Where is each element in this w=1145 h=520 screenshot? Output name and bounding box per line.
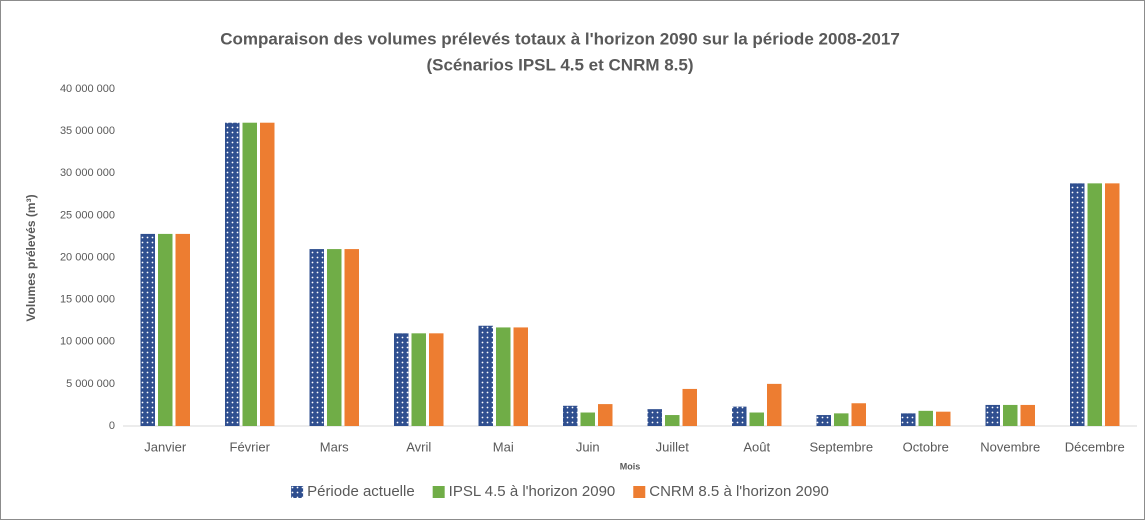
x-tick-label: Juillet xyxy=(656,439,690,454)
x-tick-label: Mai xyxy=(493,439,514,454)
legend-swatch xyxy=(291,486,304,498)
y-tick-label: 20 000 000 xyxy=(60,251,115,263)
bar xyxy=(175,233,190,426)
bar xyxy=(1105,183,1120,426)
y-tick-label: 5 000 000 xyxy=(66,378,115,390)
bar xyxy=(816,415,831,426)
bar xyxy=(140,233,155,426)
legend-label: IPSL 4.5 à l'horizon 2090 xyxy=(449,483,616,500)
bar xyxy=(749,412,764,426)
bar xyxy=(665,415,680,426)
bar xyxy=(344,249,359,426)
legend-swatch xyxy=(633,486,646,498)
bar xyxy=(411,333,426,426)
y-tick-label: 0 xyxy=(109,420,115,432)
bar xyxy=(158,233,173,426)
chart-title: Comparaison des volumes prélevés totaux … xyxy=(220,29,900,48)
x-tick-label: Octobre xyxy=(903,439,949,454)
bar xyxy=(327,249,342,426)
x-tick-label: Novembre xyxy=(980,439,1040,454)
bar xyxy=(225,122,240,426)
bar xyxy=(1070,183,1085,426)
bar xyxy=(1020,404,1035,426)
bar xyxy=(429,333,444,426)
bar xyxy=(834,413,849,426)
y-tick-label: 35 000 000 xyxy=(60,125,115,137)
legend-swatch xyxy=(432,486,445,498)
bar xyxy=(260,122,275,426)
bar xyxy=(936,411,951,426)
legend-label: Période actuelle xyxy=(307,483,415,500)
bar xyxy=(767,383,782,426)
bar xyxy=(1003,404,1018,426)
bar xyxy=(851,403,866,426)
bar xyxy=(598,404,613,426)
bar xyxy=(309,249,324,426)
bar xyxy=(918,410,933,426)
legend-label: CNRM 8.5 à l'horizon 2090 xyxy=(649,483,829,500)
x-tick-label: Janvier xyxy=(144,439,187,454)
bar xyxy=(985,404,1000,426)
y-tick-label: 25 000 000 xyxy=(60,209,115,221)
bar xyxy=(563,405,578,426)
bar xyxy=(580,412,595,426)
x-tick-label: Décembre xyxy=(1065,439,1125,454)
x-tick-label: Février xyxy=(230,439,271,454)
bar xyxy=(242,122,257,426)
y-tick-label: 10 000 000 xyxy=(60,336,115,348)
bar xyxy=(478,325,493,426)
bar xyxy=(901,413,916,426)
x-axis-title: Mois xyxy=(620,461,641,471)
y-tick-label: 40 000 000 xyxy=(60,83,115,95)
chart-subtitle: (Scénarios IPSL 4.5 et CNRM 8.5) xyxy=(426,55,693,74)
bar xyxy=(732,406,747,426)
bar xyxy=(394,333,409,426)
x-tick-label: Août xyxy=(743,439,770,454)
x-tick-label: Septembre xyxy=(809,439,873,454)
bar xyxy=(647,409,662,426)
bar xyxy=(682,388,697,426)
x-tick-label: Juin xyxy=(576,439,600,454)
bar xyxy=(1087,183,1102,426)
bar xyxy=(496,327,511,426)
y-axis-title: Volumes prélevés (m³) xyxy=(24,194,38,321)
x-tick-label: Avril xyxy=(406,439,431,454)
bar xyxy=(513,327,528,426)
y-tick-label: 15 000 000 xyxy=(60,294,115,306)
x-tick-label: Mars xyxy=(320,439,349,454)
y-tick-label: 30 000 000 xyxy=(60,167,115,179)
